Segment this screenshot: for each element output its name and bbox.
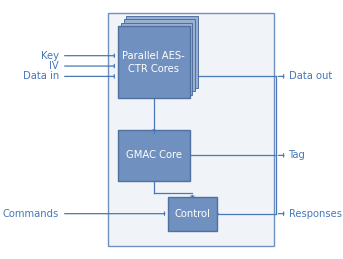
Bar xyxy=(168,197,217,231)
Text: IV: IV xyxy=(49,61,59,71)
Bar xyxy=(127,16,198,88)
Text: Tag: Tag xyxy=(288,150,305,160)
Text: Responses: Responses xyxy=(288,209,342,219)
Bar xyxy=(118,26,190,98)
Text: Data in: Data in xyxy=(23,71,59,81)
Text: Commands: Commands xyxy=(3,209,59,219)
Text: Data out: Data out xyxy=(288,71,332,81)
Text: GMAC Core: GMAC Core xyxy=(126,150,182,160)
Text: Parallel AES-
CTR Cores: Parallel AES- CTR Cores xyxy=(122,51,185,74)
Text: Key: Key xyxy=(41,51,59,61)
Text: Control: Control xyxy=(175,209,210,219)
Bar xyxy=(118,130,190,181)
Bar xyxy=(108,13,274,246)
Bar xyxy=(121,23,192,95)
Bar xyxy=(123,19,195,91)
